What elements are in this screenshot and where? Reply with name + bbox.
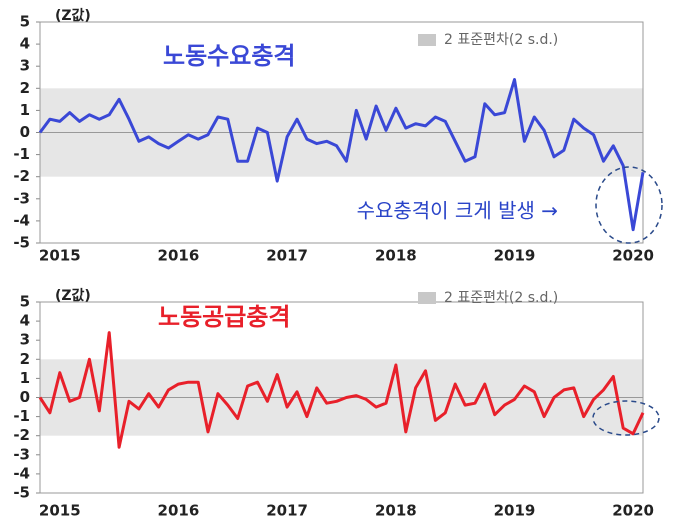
x-tick-label: 2016: [158, 247, 200, 265]
y-tick-label: -3: [13, 445, 30, 463]
x-tick-label: 2018: [375, 502, 417, 520]
y-tick-label: 2: [20, 79, 30, 97]
x-tick-label: 2017: [266, 502, 308, 520]
chart-title: 노동수요충격: [163, 42, 295, 70]
y-tick-label: -3: [13, 189, 30, 207]
y-tick-label: -5: [13, 484, 30, 502]
x-tick-label: 2015: [39, 247, 81, 265]
y-axis-label: (Z값): [55, 288, 91, 304]
x-tick-label: 2017: [266, 247, 308, 265]
highlight-ellipse: [595, 166, 663, 244]
y-tick-label: 0: [20, 123, 30, 141]
highlight-ellipse: [592, 400, 660, 436]
y-tick-label: 5: [20, 13, 30, 31]
y-tick-label: -2: [13, 167, 30, 185]
y-tick-label: -4: [13, 211, 30, 229]
data-line: [38, 78, 645, 232]
y-tick-label: -1: [13, 407, 30, 425]
legend-swatch: [418, 292, 436, 304]
annotation: 수요충격이 크게 발생 →: [357, 199, 558, 223]
y-tick-label: 0: [20, 388, 30, 406]
x-tick-label: 2018: [375, 247, 417, 265]
y-tick-label: 2: [20, 350, 30, 368]
y-tick-label: 3: [20, 331, 30, 349]
y-tick-label: 4: [20, 312, 30, 330]
x-tick-label: 2016: [158, 502, 200, 520]
y-tick-label: 3: [20, 57, 30, 75]
y-tick-label: -5: [13, 234, 30, 252]
x-tick-label: 2019: [494, 502, 536, 520]
y-tick-label: -2: [13, 426, 30, 444]
data-line: [38, 331, 645, 449]
x-tick-label: 2019: [494, 247, 536, 265]
y-axis-label: (Z값): [55, 8, 91, 24]
x-tick-label: 2020: [612, 247, 654, 265]
y-tick-label: -4: [13, 464, 30, 482]
y-tick-label: 1: [20, 369, 30, 387]
y-tick-label: 1: [20, 101, 30, 119]
y-tick-label: -1: [13, 145, 30, 163]
chart-title: 노동공급충격: [158, 303, 290, 331]
x-tick-label: 2015: [39, 502, 81, 520]
legend-swatch: [418, 34, 436, 46]
legend-label: 2 표준편차(2 s.d.): [444, 290, 558, 306]
y-tick-label: 5: [20, 293, 30, 311]
x-tick-label: 2020: [612, 502, 654, 520]
legend-label: 2 표준편차(2 s.d.): [444, 32, 558, 48]
y-tick-label: 4: [20, 35, 30, 53]
